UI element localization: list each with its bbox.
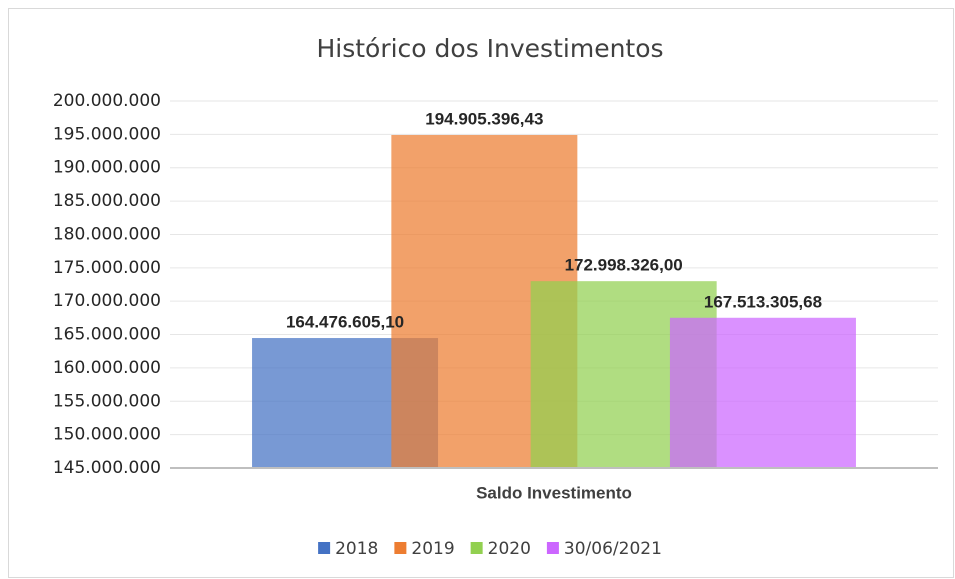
y-tick-label: 180.000.000	[53, 224, 161, 244]
y-tick-label: 150.000.000	[53, 425, 161, 445]
legend-label: 2019	[411, 539, 454, 559]
y-tick-label: 165.000.000	[53, 325, 161, 345]
value-label: 172.998.326,00	[565, 256, 683, 275]
legend-swatch	[470, 542, 483, 554]
y-tick-label: 170.000.000	[53, 291, 161, 311]
y-tick-label: 200.000.000	[53, 91, 161, 111]
y-tick-label: 145.000.000	[53, 458, 161, 478]
legend-swatch	[394, 542, 407, 554]
legend-label: 2018	[335, 539, 378, 559]
y-tick-label: 175.000.000	[53, 258, 161, 278]
chart-title: Histórico dos Investimentos	[316, 34, 663, 63]
y-tick-label: 195.000.000	[53, 124, 161, 144]
y-tick-label: 190.000.000	[53, 158, 161, 178]
y-tick-label: 155.000.000	[53, 391, 161, 411]
legend-swatch	[546, 542, 559, 554]
bar	[669, 317, 856, 468]
legend-swatch	[318, 542, 331, 554]
value-label: 164.476.605,10	[286, 313, 404, 332]
y-tick-label: 185.000.000	[53, 191, 161, 211]
legend-label: 2020	[488, 539, 531, 559]
value-label: 167.513.305,68	[704, 292, 822, 311]
value-label: 194.905.396,43	[425, 109, 543, 128]
x-tick-label: Saldo Investimento	[476, 483, 632, 502]
legend-label: 30/06/2021	[564, 539, 662, 559]
y-tick-label: 160.000.000	[53, 358, 161, 378]
